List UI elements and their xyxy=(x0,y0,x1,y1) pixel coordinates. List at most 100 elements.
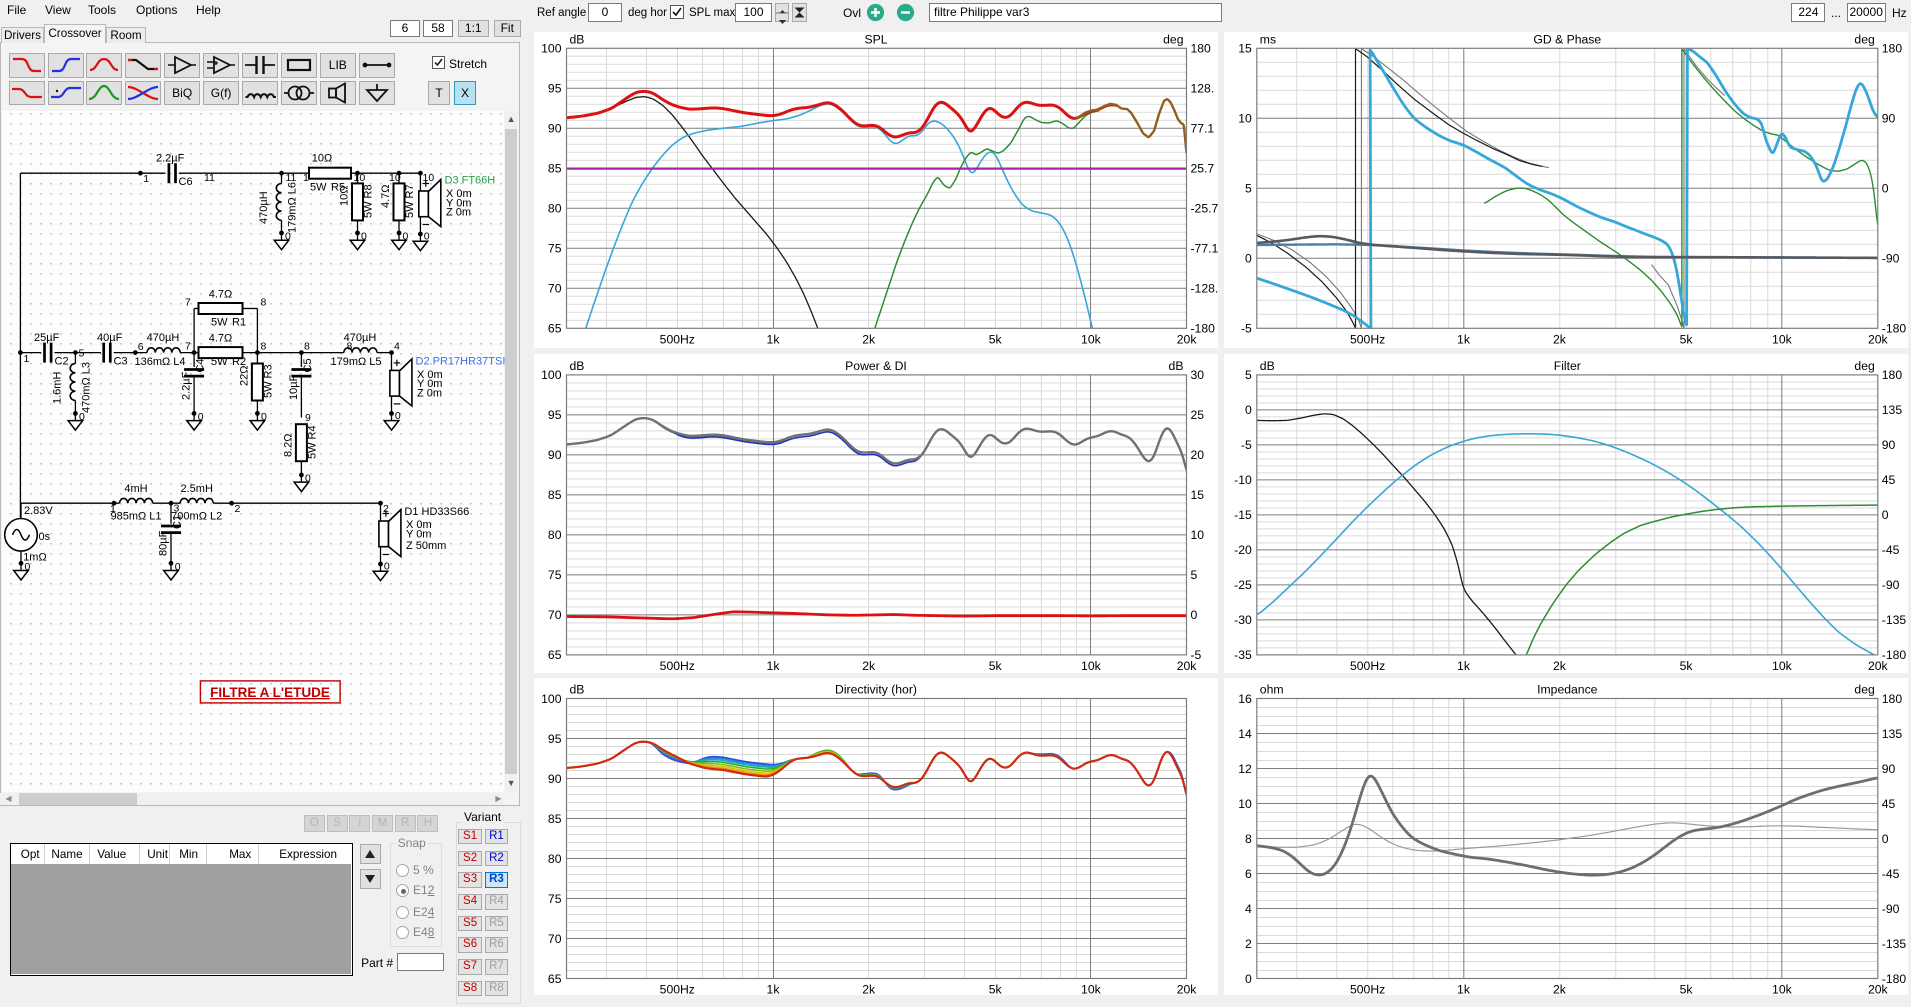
svg-text:500Hz: 500Hz xyxy=(660,658,695,672)
svg-text:-77.1: -77.1 xyxy=(1190,242,1218,256)
svg-text:75: 75 xyxy=(548,892,562,906)
svg-text:-180: -180 xyxy=(1881,647,1906,661)
svg-text:dB: dB xyxy=(570,682,585,696)
svg-text:135: 135 xyxy=(1881,727,1902,741)
svg-text:1k: 1k xyxy=(1457,332,1471,346)
svg-text:70: 70 xyxy=(548,282,562,296)
svg-text:10: 10 xyxy=(354,172,366,184)
svg-text:ms: ms xyxy=(1259,32,1275,46)
svg-text:X 0m: X 0m xyxy=(446,188,472,200)
svg-text:16: 16 xyxy=(1238,692,1252,706)
svg-text:ohm: ohm xyxy=(1259,682,1283,696)
svg-text:180: 180 xyxy=(1881,367,1902,381)
svg-text:20k: 20k xyxy=(1868,332,1889,346)
svg-text:4.7Ω: 4.7Ω xyxy=(380,184,392,208)
svg-text:-135: -135 xyxy=(1881,937,1906,951)
svg-text:C6: C6 xyxy=(179,176,193,188)
svg-text:FILTRE A L'ETUDE: FILTRE A L'ETUDE xyxy=(210,685,330,700)
svg-text:75: 75 xyxy=(548,242,562,256)
svg-text:0: 0 xyxy=(285,231,291,243)
svg-text:90: 90 xyxy=(548,447,562,461)
svg-text:2k: 2k xyxy=(862,982,876,994)
svg-text:20k: 20k xyxy=(1177,982,1198,994)
svg-text:-15: -15 xyxy=(1234,507,1252,521)
svg-text:2.2µF: 2.2µF xyxy=(156,153,185,165)
svg-text:30: 30 xyxy=(1190,367,1204,381)
svg-text:Directivity (hor): Directivity (hor) xyxy=(835,682,917,696)
svg-text:D3 FT66H: D3 FT66H xyxy=(445,175,496,187)
svg-text:20k: 20k xyxy=(1868,982,1889,994)
svg-text:8: 8 xyxy=(1245,832,1252,846)
svg-text:0: 0 xyxy=(175,561,181,573)
svg-text:45: 45 xyxy=(1881,472,1895,486)
svg-text:20: 20 xyxy=(1190,447,1204,461)
svg-text:100: 100 xyxy=(541,692,562,706)
svg-text:10k: 10k xyxy=(1081,332,1102,346)
svg-text:45: 45 xyxy=(1881,797,1895,811)
svg-text:X 0m: X 0m xyxy=(417,369,443,381)
svg-text:C1: C1 xyxy=(172,515,184,529)
svg-text:Z 50mm: Z 50mm xyxy=(406,540,446,552)
svg-text:10k: 10k xyxy=(1081,982,1102,994)
svg-text:R2: R2 xyxy=(232,356,246,368)
svg-text:-5: -5 xyxy=(1241,437,1252,451)
svg-text:10Ω: 10Ω xyxy=(312,153,332,165)
svg-text:3: 3 xyxy=(174,503,180,515)
svg-text:20k: 20k xyxy=(1177,332,1198,346)
svg-text:-35: -35 xyxy=(1234,647,1252,661)
svg-text:11: 11 xyxy=(286,172,297,184)
svg-text:-25.7: -25.7 xyxy=(1190,202,1218,216)
svg-text:5W: 5W xyxy=(310,182,327,194)
svg-text:180: 180 xyxy=(1881,42,1902,56)
svg-text:10: 10 xyxy=(423,172,435,184)
svg-text:10k: 10k xyxy=(1772,332,1793,346)
svg-text:-90: -90 xyxy=(1881,902,1899,916)
svg-text:Z 0m: Z 0m xyxy=(446,207,471,219)
svg-text:700mΩ L2: 700mΩ L2 xyxy=(171,511,222,523)
svg-text:500Hz: 500Hz xyxy=(660,982,695,994)
svg-text:C5: C5 xyxy=(302,358,314,372)
svg-text:2.5mH: 2.5mH xyxy=(180,483,212,495)
svg-text:0: 0 xyxy=(79,411,85,423)
svg-text:0: 0 xyxy=(361,231,367,243)
svg-text:Y 0m: Y 0m xyxy=(446,197,471,209)
svg-text:X 0m: X 0m xyxy=(406,519,432,531)
svg-text:Y 0m: Y 0m xyxy=(406,529,431,541)
svg-text:1: 1 xyxy=(110,503,116,515)
svg-text:Z 0m: Z 0m xyxy=(417,387,442,399)
svg-text:500Hz: 500Hz xyxy=(660,332,695,346)
svg-text:1.6mH: 1.6mH xyxy=(52,372,64,404)
svg-text:-128.: -128. xyxy=(1190,282,1218,296)
svg-text:7: 7 xyxy=(185,297,191,309)
svg-text:-90: -90 xyxy=(1881,577,1899,591)
svg-text:20k: 20k xyxy=(1868,658,1889,672)
svg-text:-45: -45 xyxy=(1881,867,1899,881)
svg-text:Filter: Filter xyxy=(1553,358,1580,372)
svg-text:deg: deg xyxy=(1854,358,1874,372)
svg-text:10µF: 10µF xyxy=(288,374,300,400)
svg-text:Y 0m: Y 0m xyxy=(417,378,442,390)
svg-text:5W R7: 5W R7 xyxy=(404,184,416,218)
svg-text:10: 10 xyxy=(1238,112,1252,126)
svg-text:D2 PR17HR37TSI: D2 PR17HR37TSI xyxy=(416,356,506,368)
svg-text:4: 4 xyxy=(1245,902,1252,916)
svg-text:0: 0 xyxy=(1881,832,1888,846)
svg-text:dB: dB xyxy=(569,32,584,46)
svg-text:0: 0 xyxy=(395,410,401,422)
svg-text:0s: 0s xyxy=(39,531,51,543)
svg-text:5W R8: 5W R8 xyxy=(363,184,375,218)
svg-text:90: 90 xyxy=(1881,112,1895,126)
svg-text:9: 9 xyxy=(305,412,311,424)
svg-text:C4: C4 xyxy=(195,358,207,372)
svg-text:10Ω: 10Ω xyxy=(339,186,351,206)
svg-text:1k: 1k xyxy=(767,982,781,994)
svg-text:4: 4 xyxy=(394,341,400,353)
svg-text:0: 0 xyxy=(424,231,430,243)
svg-text:8: 8 xyxy=(304,341,310,353)
svg-text:15: 15 xyxy=(1190,487,1204,501)
svg-text:-90: -90 xyxy=(1881,252,1899,266)
svg-text:5k: 5k xyxy=(1679,658,1693,672)
svg-text:8.2Ω: 8.2Ω xyxy=(283,433,295,457)
svg-text:4mH: 4mH xyxy=(124,483,147,495)
svg-text:136mΩ L4: 136mΩ L4 xyxy=(134,356,185,368)
